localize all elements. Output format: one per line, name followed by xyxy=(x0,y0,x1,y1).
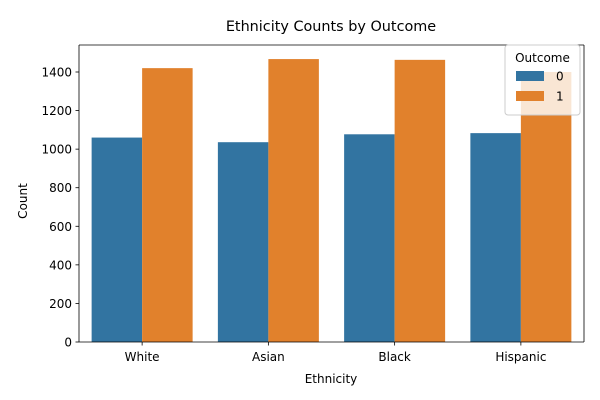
bar-asian-outcome-0 xyxy=(217,142,269,342)
y-tick-label: 600 xyxy=(49,220,72,234)
bar-hispanic-outcome-1 xyxy=(520,72,572,342)
bar-white-outcome-0 xyxy=(91,137,143,342)
chart-title: Ethnicity Counts by Outcome xyxy=(226,19,436,35)
y-tick-label: 200 xyxy=(49,297,72,311)
y-tick-label: 400 xyxy=(49,258,72,272)
legend-swatch-1 xyxy=(516,91,544,101)
x-tick-label: Hispanic xyxy=(495,350,546,364)
y-axis-label: Count xyxy=(16,183,30,219)
x-axis-label: Ethnicity xyxy=(305,372,358,386)
legend-label-1: 1 xyxy=(556,90,564,104)
bars-group xyxy=(91,59,572,343)
legend-title: Outcome xyxy=(515,51,570,65)
x-tick-label: Asian xyxy=(252,350,285,364)
y-tick-label: 1000 xyxy=(41,143,72,157)
bar-black-outcome-0 xyxy=(344,134,395,342)
axes-group: 0 200 400 600 800 1000 1200 1400 White Asian Black… xyxy=(41,44,585,364)
legend-label-0: 0 xyxy=(556,70,564,84)
y-tick-label: 1200 xyxy=(41,104,72,118)
y-tick-label: 0 xyxy=(64,336,72,350)
x-tick-label: White xyxy=(125,350,160,364)
bar-black-outcome-1 xyxy=(394,59,446,342)
legend-swatch-0 xyxy=(516,71,544,81)
y-tick-label: 800 xyxy=(49,181,72,195)
bar-asian-outcome-1 xyxy=(268,59,319,342)
x-tick-label: Black xyxy=(378,350,411,364)
legend: Outcome 0 1 xyxy=(504,44,581,116)
bar-white-outcome-1 xyxy=(142,68,193,343)
y-tick-label: 1400 xyxy=(41,66,72,80)
bar-hispanic-outcome-0 xyxy=(470,133,521,342)
